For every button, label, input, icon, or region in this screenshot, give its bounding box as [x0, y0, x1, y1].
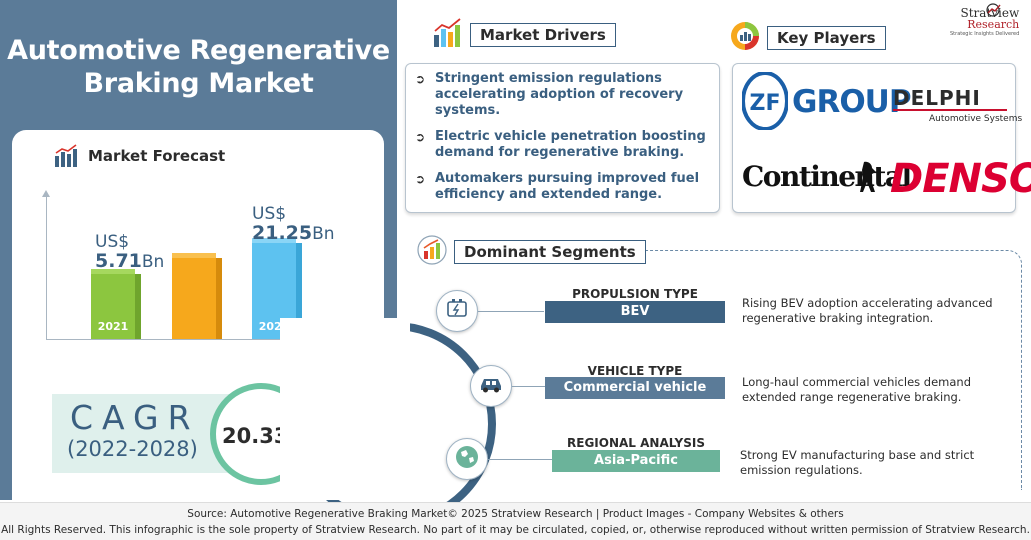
bar-2021: 2021	[91, 269, 141, 339]
players-header: Key Players	[729, 20, 886, 56]
segments-title: Dominant Segments	[454, 240, 646, 264]
segment-value-propulsion: BEV	[545, 301, 725, 323]
growth-chart-icon	[432, 17, 464, 53]
driver-item: ➲ Electric vehicle penetration boosting …	[415, 129, 706, 160]
drivers-title: Market Drivers	[470, 23, 616, 47]
delphi-logo: DELPHI	[893, 86, 981, 110]
brand-logo: Stratview Research Strategic Insights De…	[950, 6, 1020, 37]
footer-rights: All Rights Reserved. This infographic is…	[1, 524, 1030, 536]
cagr-label: CAGR	[70, 398, 200, 437]
segment-title-propulsion: PROPULSION TYPE	[572, 287, 698, 301]
segment-desc-propulsion: Rising BEV adoption accelerating advance…	[742, 296, 993, 325]
segment-value-vehicle: Commercial vehicle	[545, 377, 725, 399]
delphi-underline	[893, 109, 1007, 111]
bullet-arrow-icon: ➲	[415, 130, 426, 144]
battery-ev-icon	[445, 297, 469, 325]
zf-logo-icon: ZF	[741, 71, 789, 131]
value-label-2021: US$ 5.71Bn	[95, 232, 165, 272]
segment-circle-vehicle	[470, 365, 512, 407]
segment-title-vehicle: VEHICLE TYPE	[587, 364, 683, 378]
denso-logo: DENSO	[890, 156, 1031, 202]
players-card	[732, 63, 1016, 213]
footer-source: Source: Automotive Regenerative Braking …	[187, 508, 844, 520]
bullet-arrow-icon: ➲	[415, 172, 426, 186]
driver-item: ➲ Stringent emission regulations acceler…	[415, 71, 684, 118]
segment-connector	[488, 459, 552, 460]
segment-desc-vehicle: Long-haul commercial vehicles demand ext…	[742, 375, 972, 404]
driver-item: ➲ Automakers pursuing improved fuel effi…	[415, 171, 700, 202]
segment-desc-region: Strong EV manufacturing base and strict …	[740, 448, 975, 477]
segments-header: Dominant Segments	[416, 234, 646, 270]
segment-circle-propulsion	[436, 290, 478, 332]
segment-connector	[512, 386, 545, 387]
svg-text:ZF: ZF	[750, 91, 781, 116]
pie-chart-icon	[729, 20, 761, 56]
players-title: Key Players	[767, 26, 886, 50]
segments-frame	[625, 250, 1022, 490]
forecast-header: Market Forecast	[54, 144, 225, 168]
brand-growth-icon	[984, 2, 1002, 17]
arc-mask	[280, 318, 410, 500]
bullet-arrow-icon: ➲	[415, 72, 426, 86]
car-icon	[478, 374, 504, 398]
footer	[0, 502, 1031, 540]
segment-circle-region	[446, 438, 488, 480]
globe-map-icon	[454, 444, 480, 474]
page-title: Automotive Regenerative Braking Market	[7, 35, 390, 99]
y-axis	[42, 190, 50, 340]
drivers-header: Market Drivers	[432, 17, 616, 53]
segment-connector	[478, 311, 544, 312]
bar-year-label: 2021	[97, 320, 129, 333]
bar-middle	[172, 253, 222, 339]
drivers-card	[405, 63, 720, 213]
bar-chart-icon	[54, 144, 80, 168]
segment-value-region: Asia-Pacific	[552, 450, 720, 472]
segments-chart-icon	[416, 234, 448, 270]
continental-logo: Continental	[742, 160, 912, 193]
value-label-2028: US$ 21.25Bn	[252, 204, 335, 244]
delphi-sub-logo: Automotive Systems	[929, 114, 1023, 124]
forecast-title: Market Forecast	[88, 147, 226, 165]
segment-title-region: REGIONAL ANALYSIS	[567, 436, 705, 450]
cagr-years: (2022-2028)	[67, 437, 198, 461]
zf-group-logo: GROUP	[792, 84, 912, 120]
horse-icon	[858, 160, 878, 194]
